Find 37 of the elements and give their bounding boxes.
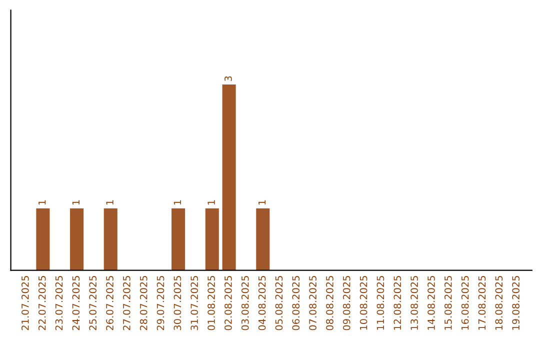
x-tick-label: 15.08.2025 xyxy=(444,276,452,330)
data-label: 1 xyxy=(72,200,80,205)
x-tick-label: 29.07.2025 xyxy=(156,276,164,330)
x-tick-label: 11.08.2025 xyxy=(376,276,384,330)
x-tick-label: 19.08.2025 xyxy=(512,276,520,330)
x-tick-label: 18.08.2025 xyxy=(495,276,503,330)
x-tick-label: 05.08.2025 xyxy=(275,276,283,330)
x-tick-label: 09.08.2025 xyxy=(342,276,350,330)
x-tick-label: 07.08.2025 xyxy=(309,276,316,330)
x-tick-label: 06.08.2025 xyxy=(292,276,300,330)
x-tick-label: 03.08.2025 xyxy=(241,276,249,330)
data-label: 1 xyxy=(258,200,266,205)
x-tick-label: 21.07.2025 xyxy=(21,276,29,330)
data-label: 3 xyxy=(224,76,232,81)
x-tick-label: 27.07.2025 xyxy=(123,276,130,330)
x-tick-label: 01.08.2025 xyxy=(208,276,215,330)
x-tick-label: 10.08.2025 xyxy=(360,276,368,330)
data-label: 1 xyxy=(106,200,114,205)
x-tick-label: 08.08.2025 xyxy=(326,276,334,330)
x-tick-label: 17.08.2025 xyxy=(478,276,486,330)
x-tick-label: 16.08.2025 xyxy=(461,276,469,330)
x-tick-label: 04.08.2025 xyxy=(258,276,266,330)
x-tick-label: 28.07.2025 xyxy=(140,276,148,330)
data-label: 1 xyxy=(174,200,181,205)
x-tick-label: 22.07.2025 xyxy=(38,276,46,330)
x-tick-label: 30.07.2025 xyxy=(174,276,182,330)
x-tick-label: 02.08.2025 xyxy=(224,276,232,330)
x-tick-label: 25.07.2025 xyxy=(89,276,97,330)
x-tick-label: 14.08.2025 xyxy=(428,276,435,330)
x-tick-label: 13.08.2025 xyxy=(410,276,418,330)
data-label: 1 xyxy=(208,200,215,205)
x-tick-label: 23.07.2025 xyxy=(55,276,63,330)
x-tick-label: 26.07.2025 xyxy=(106,276,114,330)
x-tick-label: 12.08.2025 xyxy=(394,276,402,330)
x-tick-label: 31.07.2025 xyxy=(190,276,198,330)
data-label: 1 xyxy=(38,200,46,205)
x-tick-label: 24.07.2025 xyxy=(72,276,80,330)
